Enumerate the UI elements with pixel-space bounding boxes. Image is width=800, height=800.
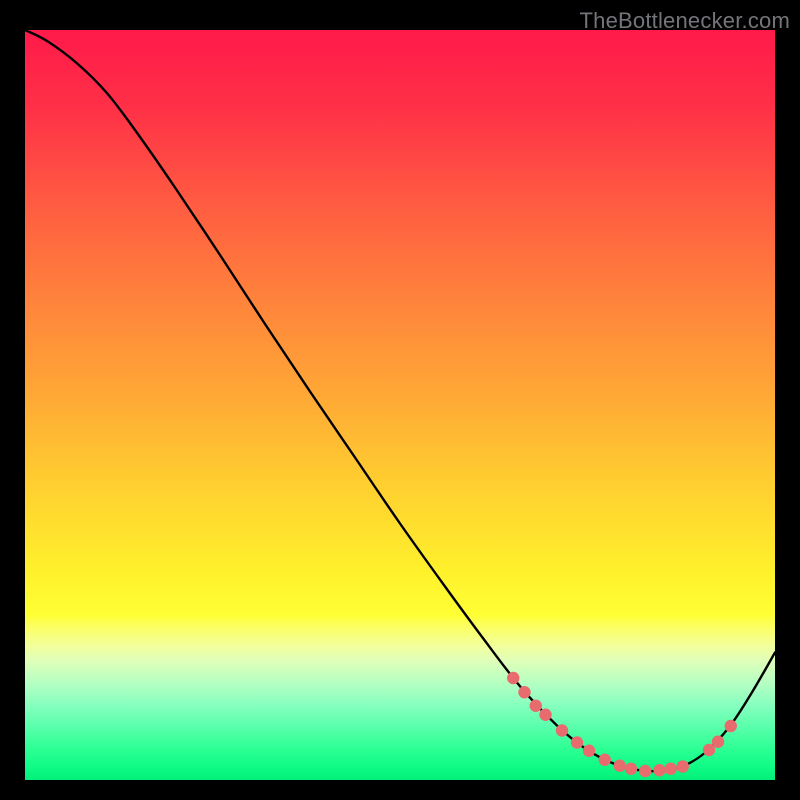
curve-marker	[665, 763, 677, 775]
chart-background	[25, 30, 775, 780]
curve-marker	[571, 736, 583, 748]
curve-marker	[599, 754, 611, 766]
stage: TheBottlenecker.com	[0, 0, 800, 800]
curve-marker	[518, 686, 530, 698]
curve-marker	[583, 745, 595, 757]
curve-marker	[677, 760, 689, 772]
curve-marker	[507, 672, 519, 684]
curve-marker	[556, 724, 568, 736]
plot-area	[25, 30, 775, 780]
curve-marker	[530, 700, 542, 712]
curve-marker	[653, 764, 665, 776]
curve-marker	[539, 709, 551, 721]
curve-marker	[725, 720, 737, 732]
curve-marker	[639, 765, 651, 777]
curve-marker	[625, 763, 637, 775]
watermark-text: TheBottlenecker.com	[580, 8, 790, 34]
chart-svg	[25, 30, 775, 780]
curve-marker	[614, 760, 626, 772]
curve-marker	[712, 736, 724, 748]
